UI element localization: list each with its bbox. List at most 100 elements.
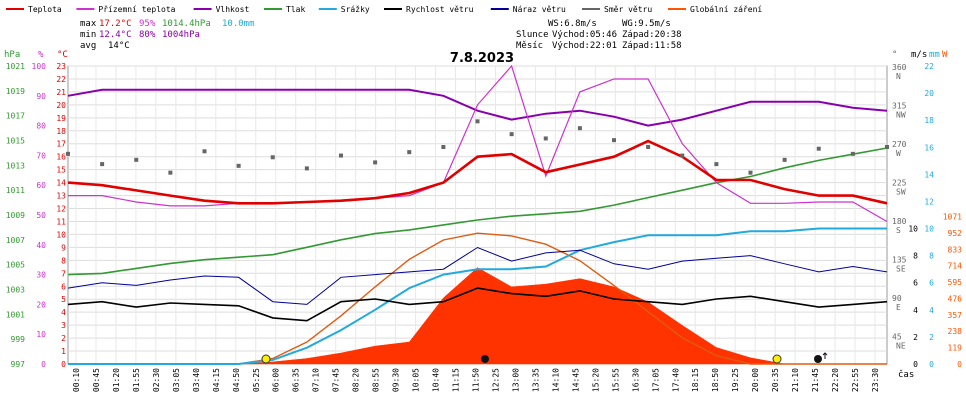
x-tick-label: 23:30 bbox=[871, 368, 880, 392]
unit-mm: mm bbox=[929, 50, 940, 60]
x-tick-label: 15:20 bbox=[591, 368, 600, 392]
chart-title: 7.8.2023 bbox=[450, 51, 514, 66]
radiation-tick: 238 bbox=[948, 327, 963, 336]
unit-degc: °C bbox=[57, 50, 68, 60]
humidity-tick: 0 bbox=[41, 360, 46, 369]
wind-dir-tick: 270 bbox=[892, 140, 907, 149]
unit-ms: m/s bbox=[911, 50, 927, 60]
pressure-tick: 1013 bbox=[6, 161, 25, 170]
temperature-tick: 15 bbox=[56, 166, 66, 175]
sunset-marker bbox=[772, 354, 782, 364]
temperature-tick: 14 bbox=[56, 179, 66, 188]
x-tick-label: 10:05 bbox=[412, 368, 421, 392]
x-tick-label: 08:20 bbox=[352, 368, 361, 392]
temperature-tick: 8 bbox=[61, 256, 66, 265]
max-pressure: 1014.4hPa bbox=[162, 19, 211, 29]
wind-direction-point bbox=[714, 162, 719, 167]
rain-tick: 10 bbox=[924, 225, 934, 234]
unit-deg: ° bbox=[892, 50, 897, 60]
temperature-tick: 7 bbox=[61, 269, 66, 278]
wind-gust-line bbox=[67, 246, 888, 305]
wind-gust-stat: WG:9.5m/s bbox=[622, 19, 671, 29]
wind-dir-tick: 90 bbox=[892, 294, 902, 303]
rain-tick: 12 bbox=[924, 197, 934, 206]
wind-direction-point bbox=[475, 119, 480, 124]
pressure-tick: 1011 bbox=[6, 186, 25, 195]
wind-dir-label: S bbox=[896, 226, 901, 235]
x-tick-label: 21:45 bbox=[811, 368, 820, 392]
wind-direction-point bbox=[100, 162, 105, 167]
x-tick-label: 00:45 bbox=[92, 368, 101, 392]
sunset: Západ:20:38 bbox=[622, 30, 682, 40]
wind-dir-label: SE bbox=[896, 265, 906, 274]
wind-direction-point bbox=[236, 163, 241, 168]
wind-direction-point bbox=[543, 136, 548, 141]
moonrise-marker bbox=[814, 355, 822, 363]
stats-block: max 17.2°C 95% 1014.4hPa 10.0mm min 12.4… bbox=[80, 19, 255, 51]
temperature-tick: 12 bbox=[56, 205, 66, 214]
time-axis-label: čas bbox=[898, 369, 914, 380]
legend-label: Globální záření bbox=[690, 5, 762, 14]
x-tick-label: 15:55 bbox=[611, 368, 620, 392]
astro-markers bbox=[261, 352, 828, 364]
axes-layer: 00:10 00:45 01:20 01:55 02:30 03:05 03:40 04:15… bbox=[6, 62, 962, 392]
x-tick-label: 04:50 bbox=[232, 368, 241, 392]
x-tick-label: 06:35 bbox=[292, 368, 301, 392]
legend-label: Směr větru bbox=[604, 5, 652, 14]
temperature-tick: 23 bbox=[56, 62, 66, 71]
min-pressure: 1004hPa bbox=[162, 30, 200, 40]
wind-direction-point bbox=[270, 155, 275, 160]
wind-direction-point bbox=[850, 151, 855, 156]
x-tick-label: 02:30 bbox=[152, 368, 161, 392]
unit-hpa: hPa bbox=[4, 50, 20, 60]
pressure-tick: 1001 bbox=[6, 310, 25, 319]
rain-tick: 14 bbox=[924, 170, 934, 179]
pressure-tick: 1019 bbox=[6, 87, 25, 96]
wind-direction-point bbox=[66, 151, 70, 156]
legend-label: Srážky bbox=[341, 5, 370, 14]
humidity-tick: 90 bbox=[36, 92, 46, 101]
avg-temp: 14°C bbox=[108, 41, 130, 51]
wind-speed-tick: 8 bbox=[913, 252, 918, 261]
wind-direction-point bbox=[202, 149, 207, 154]
unit-pct: % bbox=[38, 50, 44, 60]
x-tick-label: 13:35 bbox=[531, 368, 540, 392]
radiation-tick: 952 bbox=[948, 229, 963, 238]
x-tick-label: 10:40 bbox=[432, 368, 441, 392]
wind-dir-label: W bbox=[896, 149, 901, 158]
max-label: max bbox=[80, 19, 97, 29]
rain-tick: 22 bbox=[924, 62, 934, 71]
astro-block: WS:6.8m/s WG:9.5m/s Slunce Východ:05:46 … bbox=[516, 19, 682, 51]
unit-w: W bbox=[942, 50, 948, 60]
pressure-tick: 1009 bbox=[6, 211, 25, 220]
wind-dir-label: SW bbox=[896, 188, 906, 197]
temperature-tick: 1 bbox=[61, 347, 66, 356]
ground-temperature-line bbox=[68, 64, 888, 223]
wind-dir-label: NW bbox=[896, 111, 906, 120]
x-tick-label: 09:30 bbox=[392, 368, 401, 392]
moon-label: Měsíc bbox=[516, 41, 543, 51]
pressure-tick: 999 bbox=[11, 335, 26, 344]
humidity-tick: 40 bbox=[36, 241, 46, 250]
temperature-tick: 17 bbox=[56, 140, 66, 149]
wind-direction-point bbox=[577, 126, 582, 131]
rain-tick: 2 bbox=[929, 333, 934, 342]
x-tick-label: 01:20 bbox=[112, 368, 121, 392]
x-tick-label: 11:15 bbox=[452, 368, 461, 392]
rain-tick: 18 bbox=[924, 116, 934, 125]
humidity-tick: 50 bbox=[36, 211, 46, 220]
x-tick-label: 08:55 bbox=[372, 368, 381, 392]
x-tick-label: 01:55 bbox=[132, 368, 141, 392]
wind-dir-label: E bbox=[896, 303, 901, 312]
pressure-tick: 1015 bbox=[6, 137, 25, 146]
wind-dir-tick: 225 bbox=[892, 179, 907, 188]
chart-grid bbox=[67, 65, 888, 365]
wind-direction-point bbox=[816, 146, 821, 151]
wind-direction-point bbox=[509, 132, 514, 137]
humidity-tick: 70 bbox=[36, 151, 46, 160]
radiation-tick: 833 bbox=[948, 245, 963, 254]
pressure-tick: 997 bbox=[11, 360, 26, 369]
temperature-tick: 9 bbox=[61, 243, 66, 252]
wind-direction-point bbox=[134, 157, 139, 162]
